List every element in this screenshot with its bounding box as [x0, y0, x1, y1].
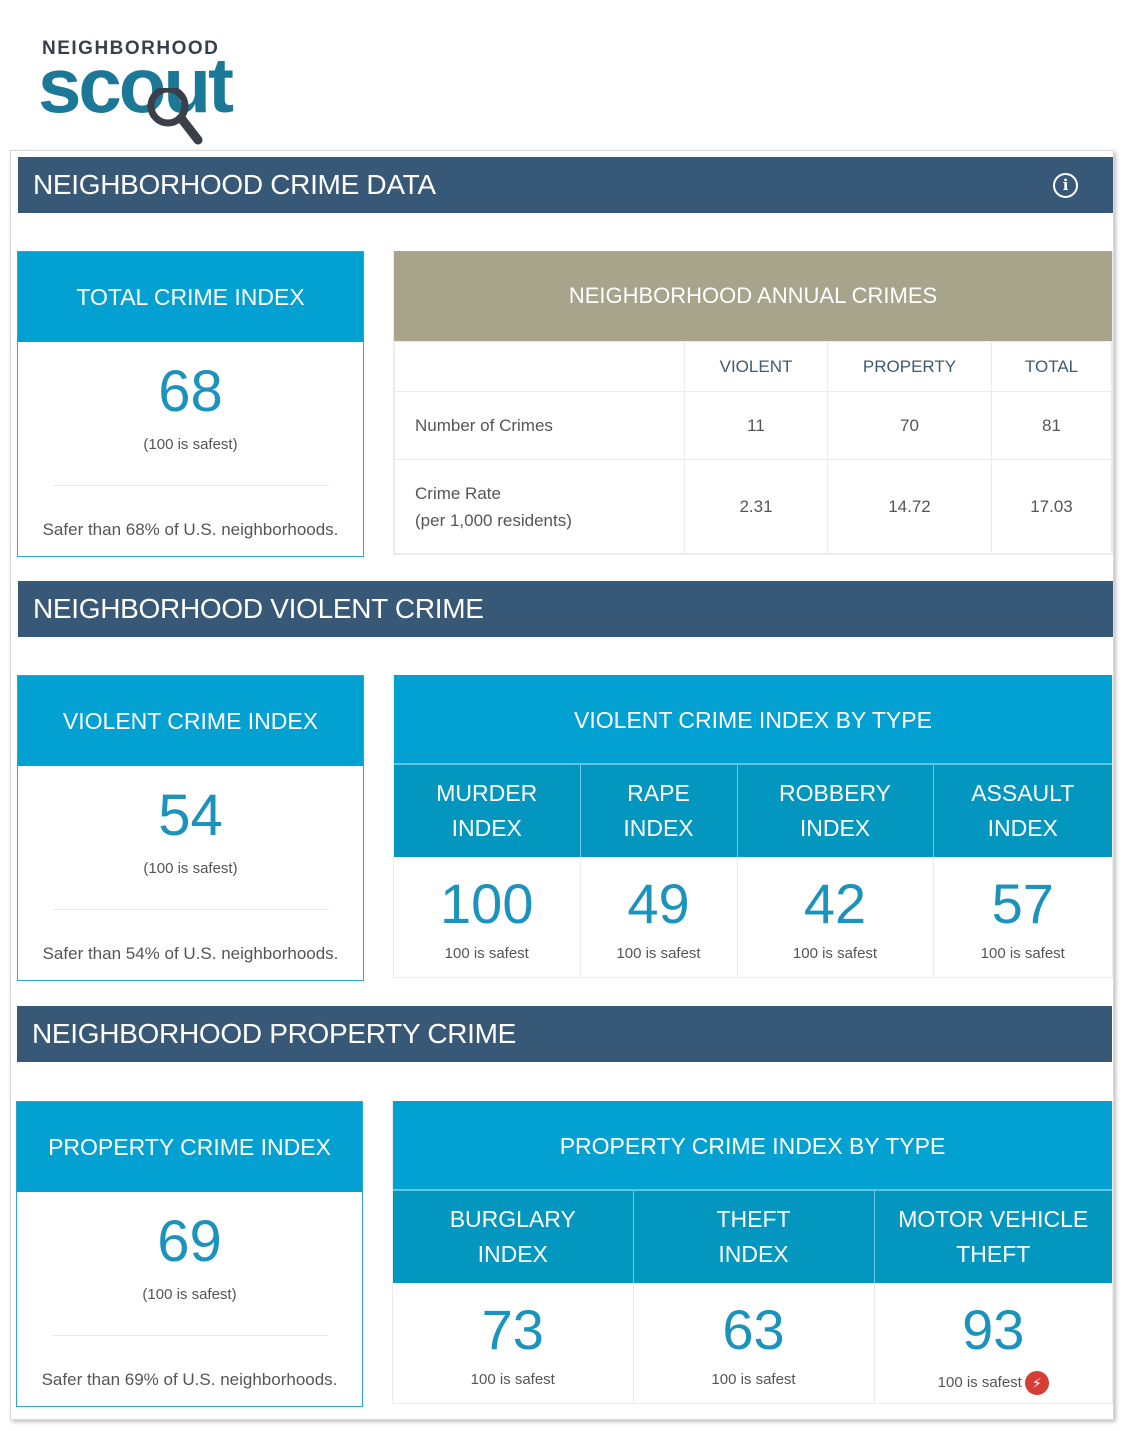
rape-index-value: 49 [627, 872, 690, 935]
violent-crime-index-card: VIOLENT CRIME INDEX 54 (100 is safest) S… [17, 675, 364, 981]
divider [52, 485, 329, 486]
info-icon[interactable]: i [1053, 173, 1078, 198]
theft-header: THEFT INDEX [633, 1191, 875, 1283]
motor-vehicle-theft-cell: 93 100 is safest ⚡︎ [874, 1283, 1112, 1403]
card-title: VIOLENT CRIME INDEX [18, 676, 363, 766]
annual-crimes-table: NEIGHBORHOOD ANNUAL CRIMES VIOLENT PROPE… [393, 251, 1113, 555]
property-crime-index-card: PROPERTY CRIME INDEX 69 (100 is safest) … [16, 1101, 363, 1407]
crime-report-panel: NEIGHBORHOOD CRIME DATA i TOTAL CRIME IN… [10, 150, 1114, 1420]
rape-cell: 49 100 is safest [580, 857, 738, 977]
neighborhoodscout-logo[interactable]: NEIGHBORHOOD scout [38, 38, 268, 148]
index-note: (100 is safest) [143, 860, 238, 877]
rape-header: RAPE INDEX [580, 765, 738, 857]
section-crime-data-header: NEIGHBORHOOD CRIME DATA i [18, 157, 1113, 213]
motor-vehicle-theft-header: MOTOR VEHICLE THEFT [874, 1191, 1112, 1283]
table-row: Number of Crimes 11 70 81 [394, 391, 1112, 460]
type-value-row: 100 100 is safest 49 100 is safest 42 100 i… [394, 857, 1112, 977]
total-crime-index-value: 68 [158, 359, 223, 424]
logo-top-text: NEIGHBORHOOD [42, 38, 220, 59]
cell-property: 70 [827, 391, 992, 460]
index-note: (100 is safest) [143, 436, 238, 453]
by-type-title: VIOLENT CRIME INDEX BY TYPE [394, 675, 1112, 765]
cell-violent: 2.31 [684, 459, 828, 554]
section-title: NEIGHBORHOOD VIOLENT CRIME [33, 593, 484, 624]
column-header-violent: VIOLENT [684, 341, 828, 392]
property-crime-index-value: 69 [157, 1209, 222, 1274]
type-value-row: 73 100 is safest 63 100 is safest 93 100 is… [393, 1283, 1112, 1403]
index-note: (100 is safest) [142, 1286, 237, 1303]
violent-crime-index-value: 54 [158, 783, 223, 848]
murder-cell: 100 100 is safest [394, 857, 581, 977]
type-header-row: BURGLARY INDEX THEFT INDEX MOTOR VEHICLE TH… [393, 1191, 1112, 1283]
lightning-bolt-icon[interactable]: ⚡︎ [1024, 1371, 1049, 1395]
section-violent-crime-header: NEIGHBORHOOD VIOLENT CRIME [18, 581, 1113, 637]
column-header-property: PROPERTY [827, 341, 992, 392]
murder-index-value: 100 [440, 872, 534, 935]
by-type-title: PROPERTY CRIME INDEX BY TYPE [393, 1101, 1112, 1191]
motor-vehicle-theft-index-value: 93 [962, 1298, 1025, 1361]
divider [52, 909, 329, 910]
card-title: PROPERTY CRIME INDEX [17, 1102, 362, 1192]
card-title: TOTAL CRIME INDEX [18, 252, 363, 342]
murder-header: MURDER INDEX [394, 765, 581, 857]
section-title: NEIGHBORHOOD PROPERTY CRIME [32, 1018, 517, 1049]
column-header [394, 341, 685, 392]
column-header-total: TOTAL [991, 341, 1112, 392]
table-header-row: VIOLENT PROPERTY TOTAL [394, 341, 1112, 392]
total-crime-index-card: TOTAL CRIME INDEX 68 (100 is safest) Saf… [17, 251, 364, 557]
burglary-header: BURGLARY INDEX [393, 1191, 634, 1283]
table-row: Crime Rate (per 1,000 residents) 2.31 14… [394, 459, 1112, 554]
theft-cell: 63 100 is safest [633, 1283, 875, 1403]
row-label: Crime Rate (per 1,000 residents) [394, 459, 685, 554]
robbery-index-value: 42 [803, 872, 867, 935]
annual-crimes-title: NEIGHBORHOOD ANNUAL CRIMES [394, 251, 1112, 341]
assault-cell: 57 100 is safest [933, 857, 1112, 977]
row-label: Number of Crimes [394, 391, 685, 460]
safer-than-text: Safer than 68% of U.S. neighborhoods. [42, 520, 339, 539]
burglary-cell: 73 100 is safest [393, 1283, 634, 1403]
theft-index-value: 63 [722, 1298, 785, 1361]
divider [51, 1335, 328, 1336]
caption: 100 is safest [937, 1373, 1022, 1391]
robbery-header: ROBBERY INDEX [737, 765, 934, 857]
row-label-line2: (per 1,000 residents) [415, 510, 572, 530]
cell-total: 17.03 [991, 459, 1112, 554]
burglary-index-value: 73 [481, 1298, 544, 1361]
assault-index-value: 57 [991, 872, 1054, 935]
safer-than-text: Safer than 54% of U.S. neighborhoods. [42, 944, 339, 963]
safer-than-text: Safer than 69% of U.S. neighborhoods. [41, 1370, 338, 1389]
property-by-type-table: PROPERTY CRIME INDEX BY TYPE BURGLARY IND… [392, 1101, 1113, 1404]
logo-bottom-text: scout [38, 41, 234, 129]
cell-property: 14.72 [827, 459, 992, 554]
assault-header: ASSAULT INDEX [933, 765, 1112, 857]
type-header-row: MURDER INDEX RAPE INDEX ROBBERY INDEX ASSAU… [394, 765, 1112, 857]
robbery-cell: 42 100 is safest [737, 857, 934, 977]
violent-by-type-table: VIOLENT CRIME INDEX BY TYPE MURDER INDEX … [393, 675, 1113, 978]
row-label-line1: Crime Rate [415, 483, 501, 503]
section-title: NEIGHBORHOOD CRIME DATA [33, 169, 436, 200]
magnifier-icon [147, 88, 203, 145]
section-property-crime-header: NEIGHBORHOOD PROPERTY CRIME [17, 1006, 1112, 1062]
cell-violent: 11 [684, 391, 828, 460]
cell-total: 81 [991, 391, 1112, 460]
